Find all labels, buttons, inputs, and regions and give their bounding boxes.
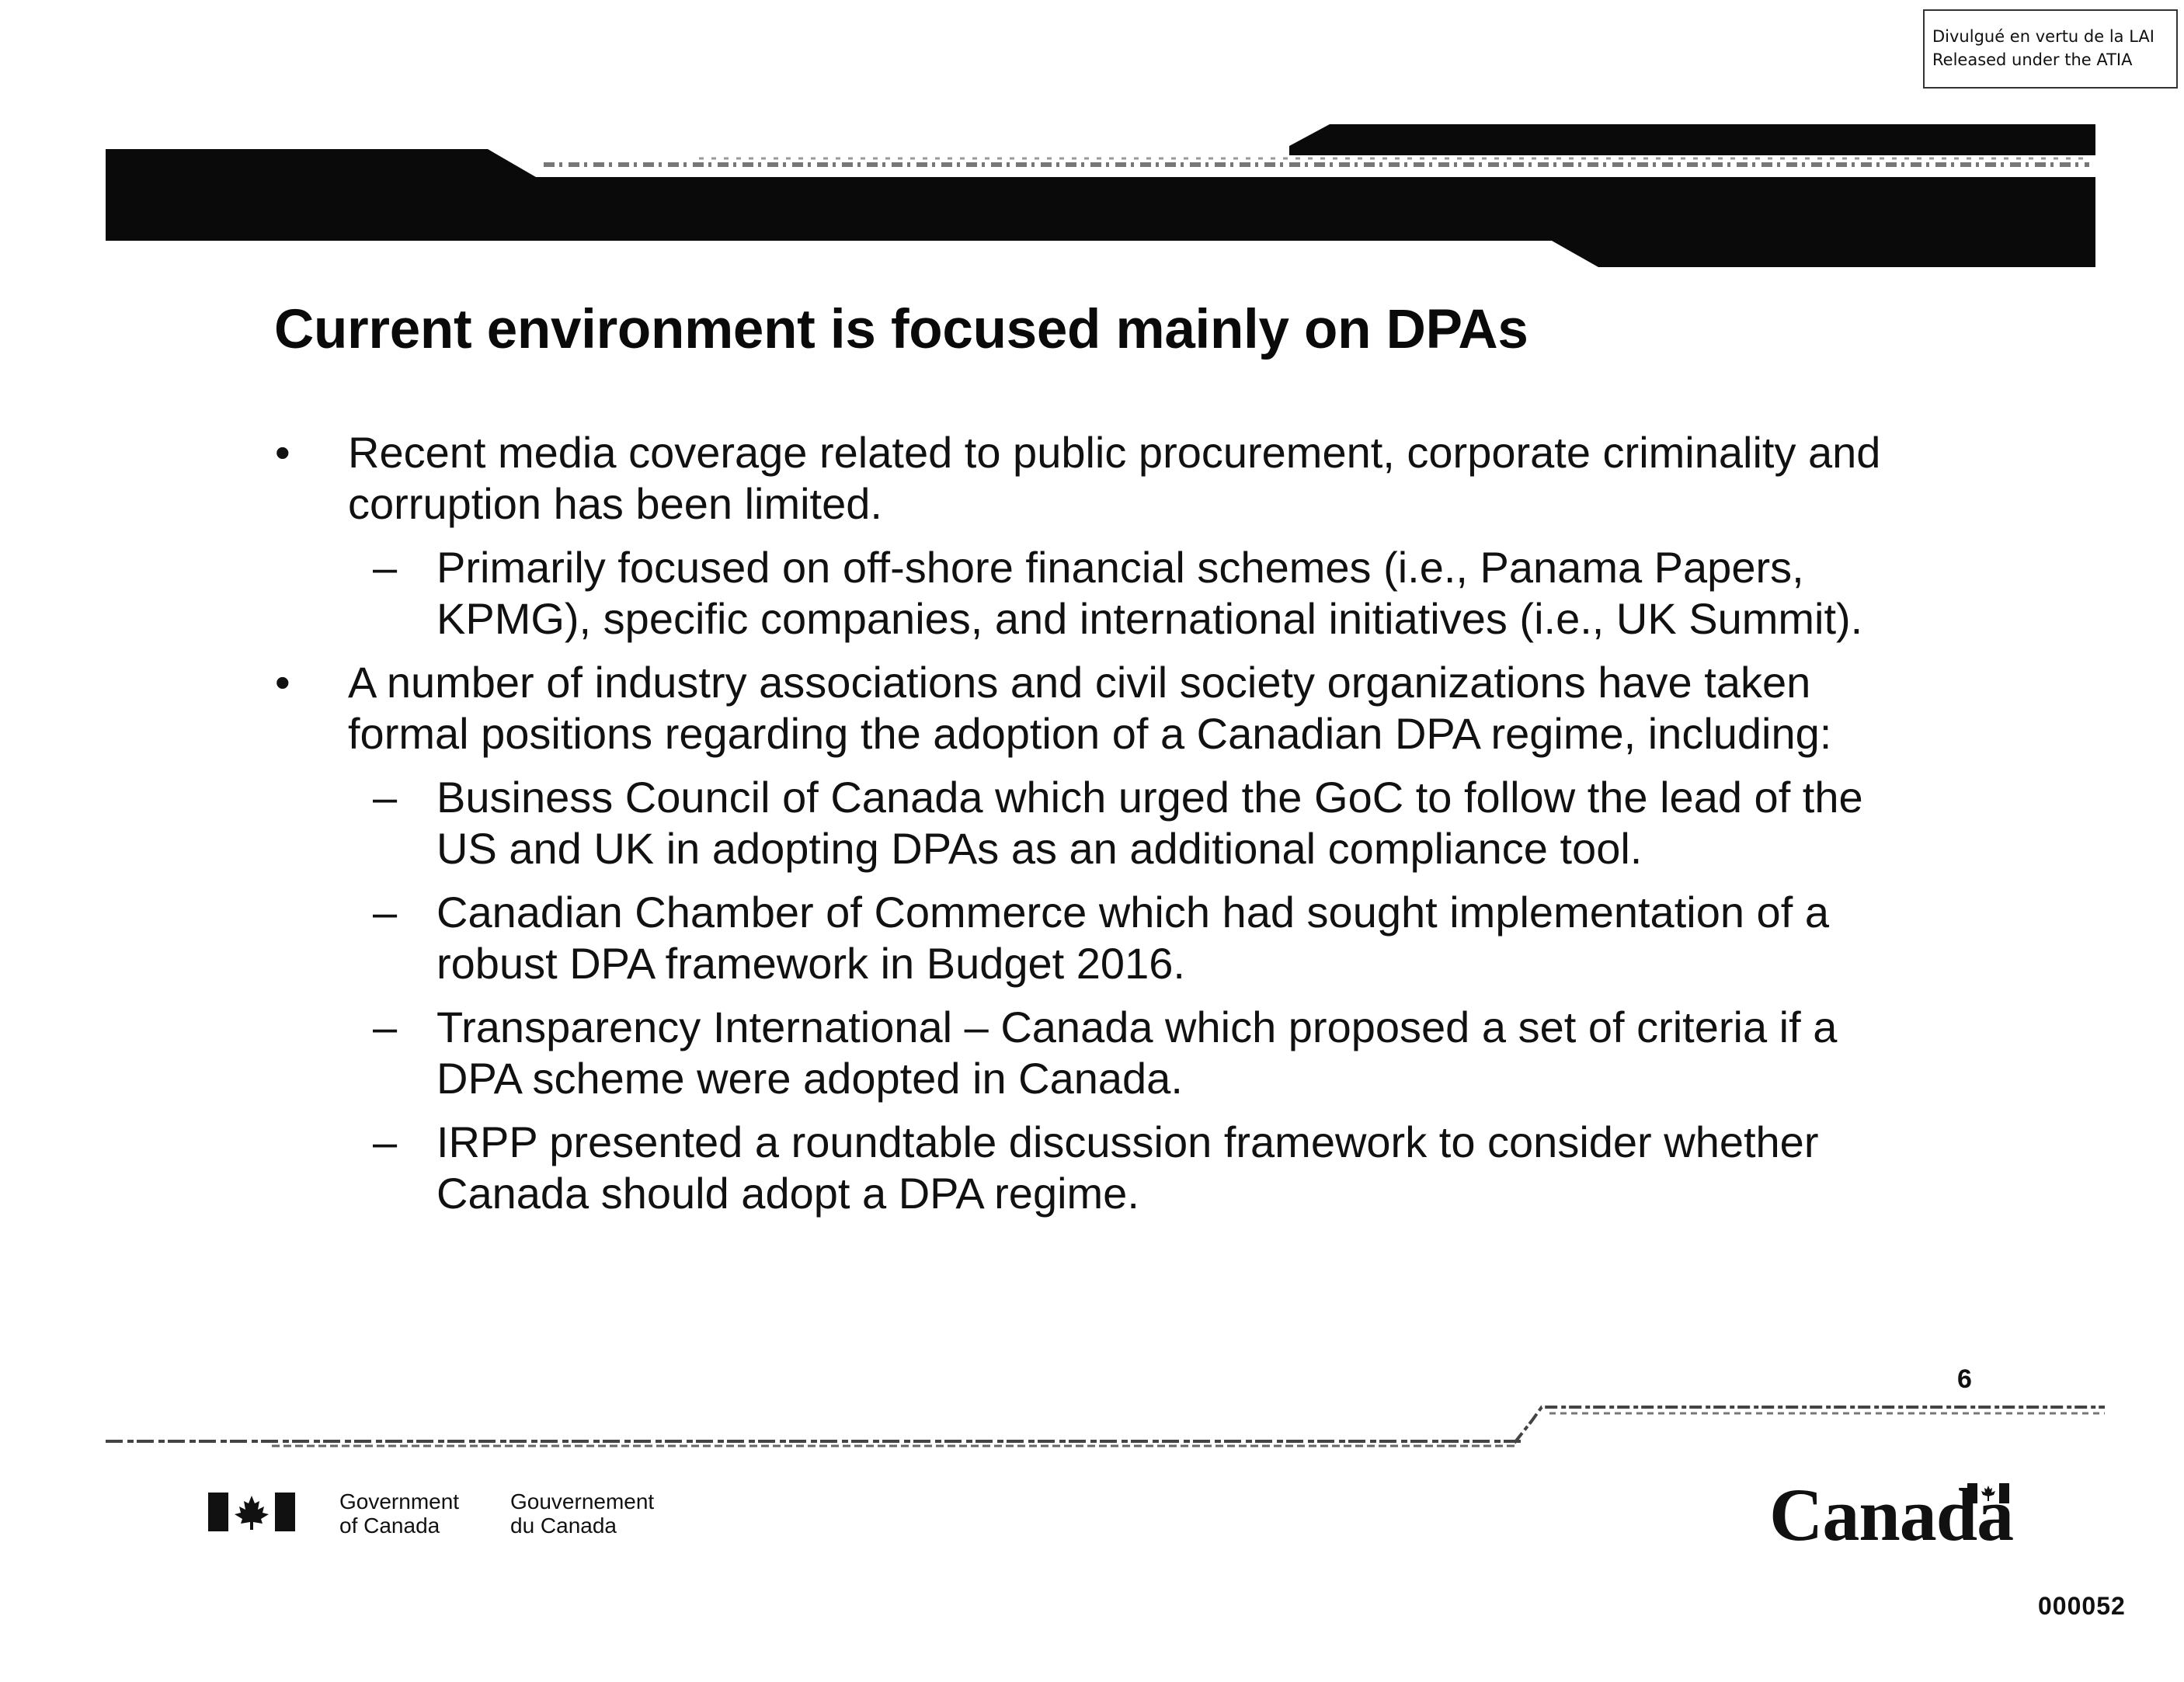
release-stamp: Divulgué en vertu de la LAI Released und… <box>1923 9 2178 89</box>
sub-bullet-business-council: – Business Council of Canada which urged… <box>275 772 1984 874</box>
header-band-main <box>106 149 2095 267</box>
page-number: 6 <box>1957 1364 1972 1394</box>
sub-bullet-marker: – <box>373 1003 398 1051</box>
bullet-line: robust DPA framework in Budget 2016. <box>436 939 1185 988</box>
bullet-line: Transparency International – Canada whic… <box>436 1003 1838 1051</box>
bullet-line: Canada should adopt a DPA regime. <box>436 1169 1139 1218</box>
bullet-line: Recent media coverage related to public … <box>348 428 1881 477</box>
bullet-line: KPMG), specific companies, and internati… <box>436 594 1863 643</box>
sub-bullet-irpp: – IRPP presented a roundtable discussion… <box>275 1117 1984 1219</box>
sub-bullet-marker: – <box>373 773 398 822</box>
bullet-list: • Recent media coverage related to publi… <box>275 427 1984 1219</box>
document-number: 000052 <box>2038 1592 2126 1620</box>
sub-bullet-offshore-schemes: – Primarily focused on off-shore financi… <box>275 542 1984 645</box>
bullet-line: Canadian Chamber of Commerce which had s… <box>436 888 1829 937</box>
stamp-line-french: Divulgué en vertu de la LAI <box>1932 27 2154 46</box>
government-name-french-line2: du Canada <box>510 1513 617 1538</box>
government-name-english-line1: Government <box>339 1489 460 1513</box>
bullet-line: DPA scheme were adopted in Canada. <box>436 1054 1183 1103</box>
bullet-marker: • <box>275 658 290 707</box>
bullet-line: corruption has been limited. <box>348 479 882 528</box>
government-name-french: Gouvernement du Canada <box>510 1489 654 1538</box>
slide-title: Current environment is focused mainly on… <box>274 299 1528 360</box>
bullet-marker: • <box>275 428 290 477</box>
government-name-english: Government of Canada <box>339 1489 459 1538</box>
government-name-english-line2: of Canada <box>339 1513 440 1538</box>
stamp-line-english: Released under the ATIA <box>1932 50 2133 69</box>
sub-bullet-marker: – <box>373 543 398 592</box>
bullet-line: US and UK in adopting DPAs as an additio… <box>436 824 1643 873</box>
sub-bullet-chamber-of-commerce: – Canadian Chamber of Commerce which had… <box>275 887 1984 989</box>
sub-bullet-transparency-international: – Transparency International – Canada wh… <box>275 1002 1984 1104</box>
header-band-top-right <box>1289 124 2095 155</box>
sub-bullet-marker: – <box>373 888 398 937</box>
bullet-media-coverage: • Recent media coverage related to publi… <box>275 427 1984 530</box>
wordmark-flag-icon <box>1967 1483 2009 1503</box>
bullet-line: A number of industry associations and ci… <box>348 658 1811 707</box>
bullet-line: formal positions regarding the adoption … <box>348 709 1832 758</box>
sub-bullet-marker: – <box>373 1117 398 1166</box>
government-name-french-line1: Gouvernement <box>510 1489 655 1513</box>
header-band <box>106 124 2095 267</box>
bullet-line: Business Council of Canada which urged t… <box>436 773 1863 822</box>
bullet-line: IRPP presented a roundtable discussion f… <box>436 1117 1819 1166</box>
footer-rule <box>106 1406 2105 1447</box>
footer-rule-bend <box>1513 1406 2105 1444</box>
government-flag-icon <box>208 1493 295 1531</box>
bullet-line: Primarily focused on off-shore financial… <box>436 543 1804 592</box>
bullet-industry-positions: • A number of industry associations and … <box>275 657 1984 759</box>
